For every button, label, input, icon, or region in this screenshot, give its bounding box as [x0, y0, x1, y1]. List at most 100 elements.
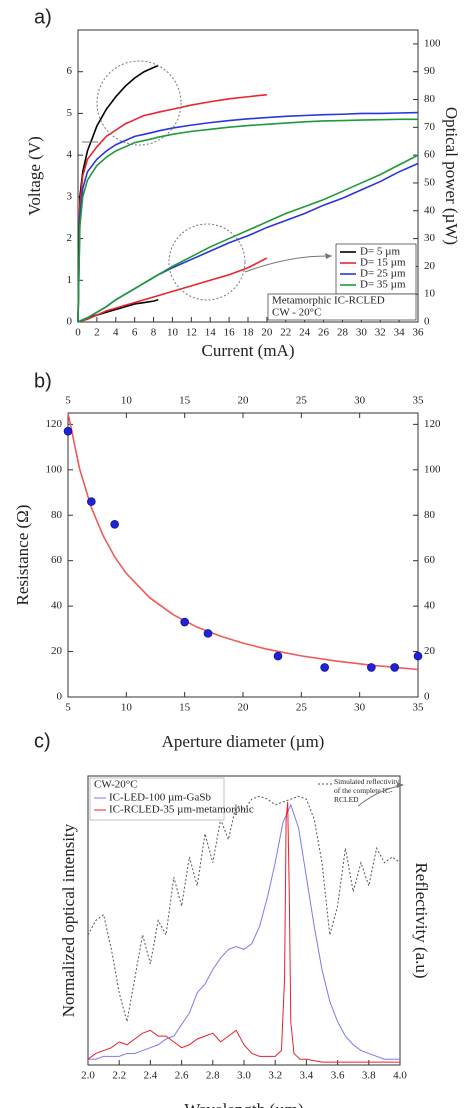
data-point — [110, 520, 119, 529]
y2-tick-label: 40 — [424, 204, 436, 216]
y2-tick-label: 70 — [424, 121, 436, 133]
x-tick-label: 20 — [238, 702, 250, 714]
x-tick-label: 32 — [375, 327, 386, 339]
y-tick-label: 20 — [51, 645, 63, 657]
x-tick-label: 18 — [243, 327, 255, 339]
y-tick-label: 0 — [67, 316, 73, 328]
x-tick-label: 4 — [113, 327, 119, 339]
x-tick-label: 3.2 — [268, 1070, 282, 1082]
data-line — [77, 257, 268, 323]
data-point — [413, 651, 423, 661]
x-tick-label: 4.0 — [393, 1070, 407, 1082]
y2-tick-label: 0 — [424, 316, 430, 328]
x-tick-label: 3.8 — [362, 1070, 376, 1082]
x-tick-label: 10 — [167, 327, 179, 339]
data-line — [77, 118, 418, 323]
legend-label: D= 5 µm — [360, 246, 400, 258]
x-axis-title: Aperture diameter (µm) — [162, 732, 325, 751]
y-tick-label: 3 — [67, 190, 73, 202]
legend-label: D= 15 µm — [360, 257, 406, 269]
y2-tick-label: 30 — [424, 232, 436, 244]
y-tick-label-right: 0 — [424, 691, 430, 703]
y2-axis-title: Reflectivity (a.u) — [412, 862, 431, 978]
y-tick-label: 80 — [51, 509, 63, 521]
data-line — [77, 154, 419, 323]
arrow-head — [397, 782, 404, 788]
y-tick-label-right: 80 — [424, 509, 436, 521]
x-tick-label-top: 20 — [238, 395, 250, 407]
y2-tick-label: 100 — [424, 37, 441, 49]
y2-tick-label: 90 — [424, 65, 436, 77]
x-tick-label: 2.0 — [81, 1070, 95, 1082]
annotation-box — [267, 293, 417, 321]
y-tick-label-right: 20 — [424, 645, 436, 657]
data-line — [88, 803, 400, 1060]
x-tick-label: 3.0 — [237, 1070, 251, 1082]
y2-axis-title: Optical power (µW) — [442, 107, 461, 245]
data-point — [203, 629, 213, 638]
y-tick-label: 0 — [57, 691, 63, 703]
x-tick-label: 5 — [65, 702, 71, 714]
y2-tick-label: 50 — [424, 176, 436, 188]
annotation: Metamorphic IC-RCLED — [272, 295, 385, 307]
y2-tick-label: 20 — [424, 260, 436, 272]
x-axis-title: Current (mA) — [201, 341, 294, 360]
y-tick-label-right: 100 — [424, 463, 441, 475]
x-tick-label-top: 15 — [179, 395, 191, 407]
y-tick-label: 5 — [67, 107, 73, 119]
x-tick-label: 25 — [296, 702, 308, 714]
data-point — [367, 663, 376, 672]
x-tick-label: 2.2 — [112, 1070, 126, 1082]
legend-label: Simulated reflectivity of the complete I… — [334, 777, 400, 803]
annotation: CW - 20°C — [272, 307, 321, 319]
legend-label: D= 25 µm — [360, 268, 406, 280]
y-tick-label: 1 — [67, 274, 73, 286]
panel-label: b) — [34, 370, 52, 392]
callout-arrow — [357, 785, 401, 807]
x-tick-label: 28 — [337, 327, 349, 339]
data-line — [77, 93, 267, 323]
y-tick-label: 2 — [67, 232, 73, 244]
data-line — [87, 801, 400, 1063]
data-line — [77, 111, 419, 323]
x-tick-label-top: 10 — [121, 395, 133, 407]
data-point — [320, 663, 329, 672]
legend-label: D= 35 µm — [360, 279, 406, 291]
legend-label-box: Simulated reflectivity of the complete I… — [334, 777, 400, 803]
callout-circle — [168, 223, 246, 301]
x-tick-label-top: 25 — [296, 395, 308, 407]
legend-title: CW-20°C — [94, 779, 138, 791]
x-tick-label: 36 — [413, 327, 425, 339]
x-tick-label: 24 — [299, 327, 311, 339]
callout-circle — [96, 60, 182, 146]
data-point — [87, 497, 96, 506]
x-tick-label: 26 — [318, 327, 330, 339]
x-tick-label-top: 30 — [354, 395, 366, 407]
plot-frame — [67, 412, 419, 698]
x-tick-label: 12 — [186, 327, 197, 339]
x-tick-label: 34 — [394, 327, 406, 339]
x-tick-label: 3.6 — [331, 1070, 345, 1082]
x-tick-label: 8 — [151, 327, 157, 339]
y2-tick-label: 10 — [424, 288, 436, 300]
x-tick-label: 22 — [280, 327, 291, 339]
x-tick-label-top: 5 — [65, 395, 71, 407]
x-tick-label: 2.8 — [206, 1070, 220, 1082]
data-point — [180, 617, 189, 627]
data-point — [63, 426, 73, 436]
arrow-head — [325, 253, 332, 259]
data-point — [390, 663, 399, 672]
y-tick-label: 120 — [46, 418, 63, 430]
y2-tick-label: 80 — [424, 93, 436, 105]
x-tick-label: 6 — [132, 327, 138, 339]
y-axis-title: Voltage (V) — [25, 136, 44, 215]
x-tick-label: 35 — [413, 702, 425, 714]
y-tick-label: 100 — [46, 463, 63, 475]
y-tick-label-right: 40 — [424, 600, 436, 612]
data-line — [77, 64, 159, 323]
data-line — [67, 412, 419, 671]
x-tick-label: 2.6 — [175, 1070, 189, 1082]
y-tick-label-right: 120 — [424, 418, 441, 430]
y-tick-label-right: 60 — [424, 554, 436, 566]
